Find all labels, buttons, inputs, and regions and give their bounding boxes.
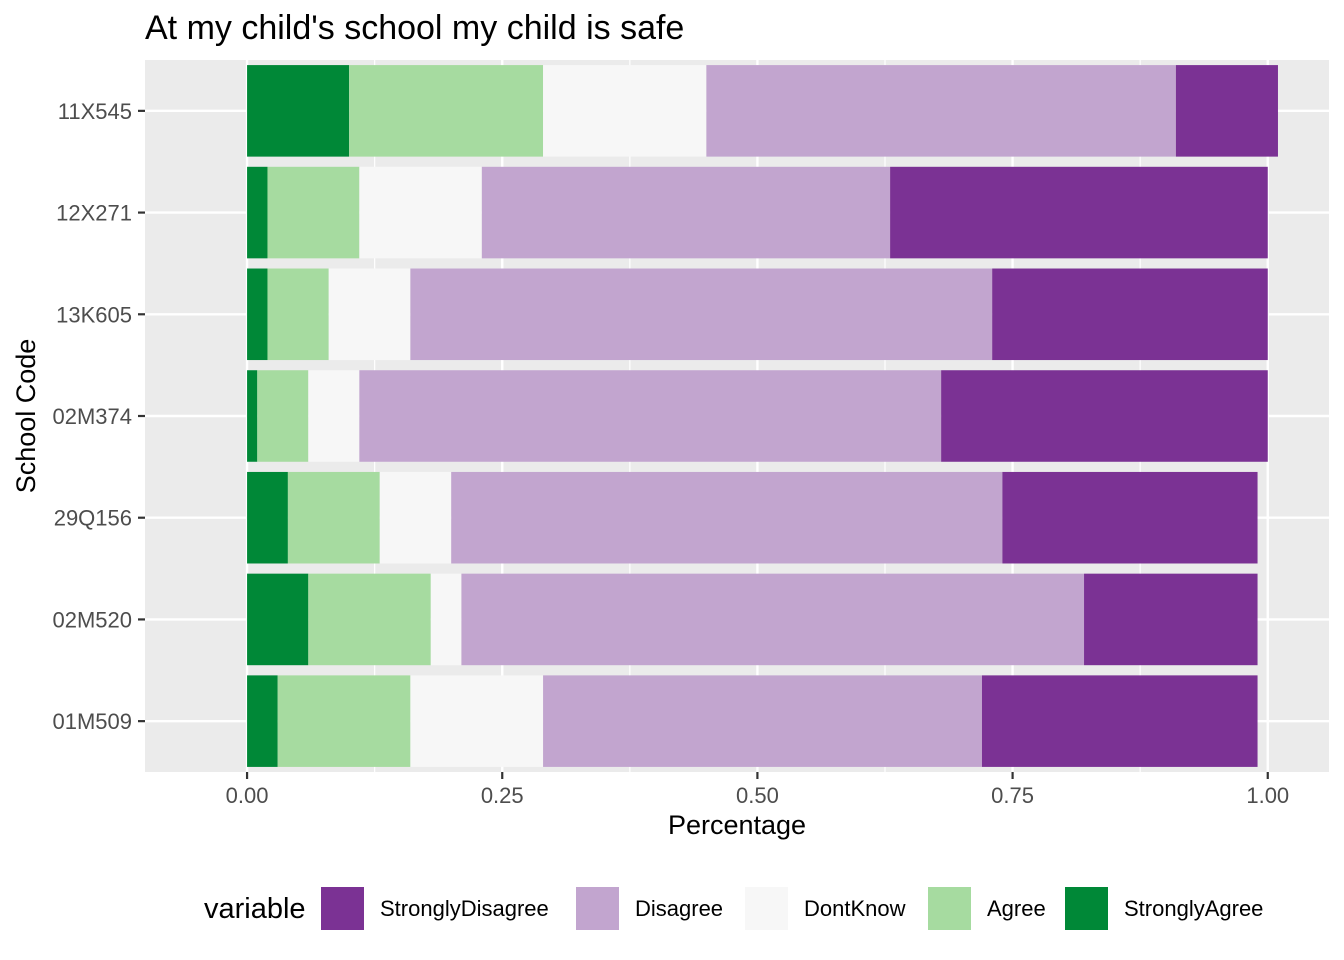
- bar-segment-dontknow-02m374: [308, 370, 360, 462]
- bar-segment-stronglyagree-11x545: [247, 65, 350, 157]
- y-tick-label: 02M520: [52, 607, 132, 632]
- legend-label-stronglyagree: StronglyAgree: [1124, 896, 1263, 921]
- legend-label-agree: Agree: [987, 896, 1046, 921]
- bar-segment-stronglydisagree-02m374: [941, 370, 1268, 462]
- legend-key-stronglydisagree: [321, 887, 364, 930]
- y-tick-label: 11X545: [58, 99, 132, 124]
- bar-segment-agree-01m509: [277, 675, 411, 767]
- x-tick-label: 1.00: [1246, 783, 1289, 808]
- bars-layer: [247, 65, 1278, 767]
- y-tick-label: 12X271: [56, 201, 132, 226]
- legend-label-stronglydisagree: StronglyDisagree: [380, 896, 549, 921]
- bar-segment-dontknow-29q156: [379, 471, 452, 564]
- y-tick-label: 29Q156: [54, 506, 132, 531]
- bar-segment-stronglydisagree-12x271: [890, 166, 1268, 259]
- x-tick-label: 0.00: [226, 783, 269, 808]
- bar-segment-stronglyagree-01m509: [247, 675, 278, 767]
- bar-segment-disagree-11x545: [706, 65, 1176, 157]
- bar-segment-dontknow-02m520: [430, 573, 462, 666]
- bar-segment-stronglydisagree-02m520: [1084, 573, 1258, 666]
- legend-title: variable: [204, 893, 306, 925]
- x-axis: 0.00 0.25 0.50 0.75 1.00: [226, 772, 1289, 808]
- legend-label-dontknow: DontKnow: [804, 896, 906, 921]
- bar-segment-stronglydisagree-13k605: [992, 268, 1268, 361]
- x-axis-title: Percentage: [668, 810, 806, 840]
- bar-segment-stronglydisagree-01m509: [981, 675, 1258, 767]
- bar-segment-dontknow-11x545: [543, 65, 707, 157]
- legend-key-dontknow: [745, 887, 788, 930]
- bar-segment-agree-02m520: [308, 573, 431, 666]
- y-axis-title: School Code: [11, 339, 41, 494]
- bar-segment-dontknow-01m509: [410, 675, 544, 767]
- y-tick-label: 01M509: [52, 709, 132, 734]
- legend-label-disagree: Disagree: [635, 896, 723, 921]
- y-tick-label: 02M374: [52, 404, 132, 429]
- bar-segment-dontknow-12x271: [359, 166, 482, 259]
- bar-segment-disagree-01m509: [543, 675, 982, 767]
- bar-segment-stronglydisagree-29q156: [1002, 471, 1258, 564]
- legend-key-stronglyagree: [1065, 887, 1108, 930]
- bar-segment-stronglydisagree-11x545: [1175, 65, 1278, 157]
- chart-title: At my child's school my child is safe: [145, 9, 684, 47]
- legend: variable StronglyDisagree Disagree DontKno…: [204, 887, 1263, 930]
- y-axis: 11X545 12X271 13K605 02M374 29Q156 02M520 01M5…: [52, 99, 145, 734]
- bar-segment-agree-29q156: [287, 471, 380, 564]
- bar-segment-disagree-13k605: [410, 268, 993, 361]
- bar-segment-agree-11x545: [349, 65, 544, 157]
- bar-segment-disagree-29q156: [451, 471, 1003, 564]
- bar-segment-stronglyagree-29q156: [247, 471, 288, 564]
- x-tick-label: 0.25: [481, 783, 524, 808]
- bar-segment-dontknow-13k605: [328, 268, 411, 361]
- legend-key-disagree: [576, 887, 619, 930]
- bar-segment-agree-13k605: [267, 268, 329, 361]
- bar-segment-agree-12x271: [267, 166, 360, 259]
- y-tick-label: 13K605: [56, 302, 132, 327]
- bar-segment-disagree-02m520: [461, 573, 1085, 666]
- x-tick-label: 0.50: [736, 783, 779, 808]
- bar-segment-stronglyagree-13k605: [247, 268, 268, 361]
- bar-segment-stronglyagree-12x271: [247, 166, 268, 259]
- legend-key-agree: [928, 887, 971, 930]
- x-tick-label: 0.75: [991, 783, 1034, 808]
- bar-segment-stronglyagree-02m374: [247, 370, 258, 462]
- bar-segment-stronglyagree-02m520: [247, 573, 309, 666]
- bar-segment-agree-02m374: [257, 370, 309, 462]
- bar-segment-disagree-02m374: [359, 370, 942, 462]
- bar-segment-disagree-12x271: [481, 166, 891, 259]
